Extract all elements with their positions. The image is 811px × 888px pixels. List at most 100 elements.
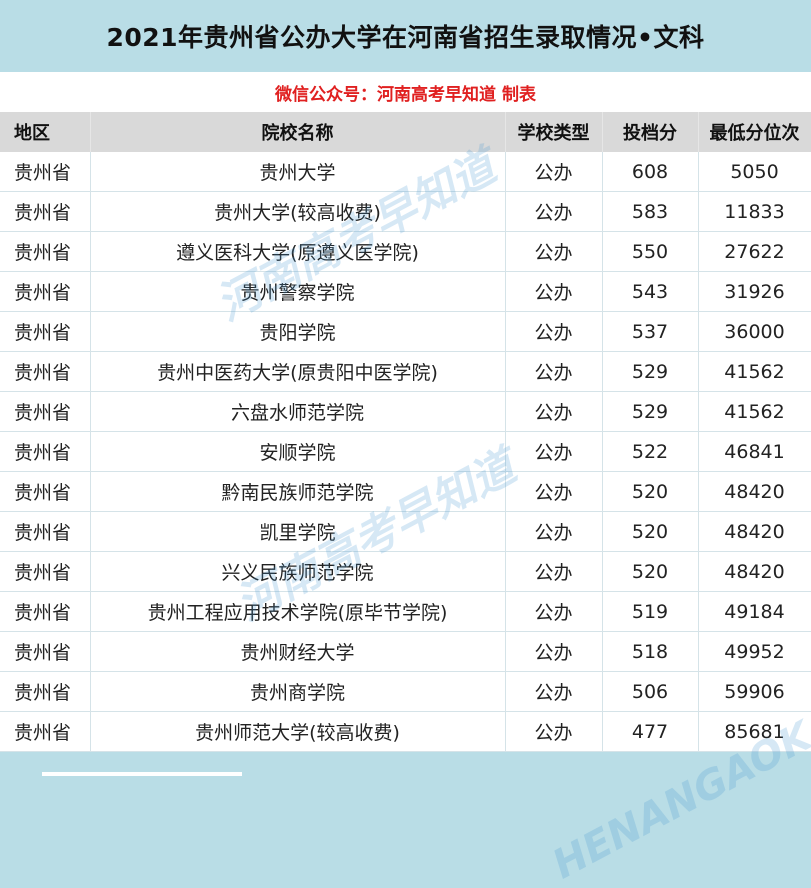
- cell-region: 贵州省: [0, 311, 91, 352]
- cell-school-type: 公办: [505, 631, 603, 672]
- cell-region: 贵州省: [0, 351, 91, 392]
- cell-school-name: 贵州大学(较高收费): [90, 191, 506, 232]
- cell-school-type: 公办: [505, 351, 603, 392]
- cell-min-rank: 49952: [698, 631, 811, 672]
- cell-school-name: 贵州师范大学(较高收费): [90, 711, 506, 752]
- cell-score: 550: [602, 231, 699, 272]
- table-header-row: 地区 院校名称 学校类型 投档分 最低分位次: [0, 112, 811, 152]
- cell-min-rank: 36000: [698, 311, 811, 352]
- source-credit: 微信公众号：河南高考早知道 制表: [275, 84, 536, 105]
- cell-school-name: 兴义民族师范学院: [90, 551, 506, 592]
- cell-school-name: 六盘水师范学院: [90, 391, 506, 432]
- table-row: 贵州省 贵州商学院 公办 506 59906: [0, 671, 811, 712]
- cell-score: 529: [602, 351, 699, 392]
- cell-region: 贵州省: [0, 591, 91, 632]
- table-row: 贵州省 凯里学院 公办 520 48420: [0, 511, 811, 552]
- cell-region: 贵州省: [0, 271, 91, 312]
- cell-region: 贵州省: [0, 152, 91, 192]
- cell-region: 贵州省: [0, 431, 91, 472]
- cell-school-name: 贵州大学: [90, 152, 506, 192]
- table-body: 贵州省 贵州大学 公办 608 5050 贵州省 贵州大学(较高收费) 公办 583 11833 贵…: [0, 152, 811, 752]
- cell-score: 477: [602, 711, 699, 752]
- subtitle-band: 微信公众号：河南高考早知道 制表: [0, 72, 811, 112]
- cell-school-name: 遵义医科大学(原遵义医学院): [90, 231, 506, 272]
- cell-min-rank: 31926: [698, 271, 811, 312]
- cell-score: 537: [602, 311, 699, 352]
- cell-school-name: 黔南民族师范学院: [90, 471, 506, 512]
- table-row: 贵州省 安顺学院 公办 522 46841: [0, 431, 811, 472]
- table-row: 贵州省 贵阳学院 公办 537 36000: [0, 311, 811, 352]
- cell-score: 519: [602, 591, 699, 632]
- column-header-rank: 最低分位次: [698, 112, 811, 152]
- column-header-school: 院校名称: [90, 112, 506, 152]
- cell-school-type: 公办: [505, 511, 603, 552]
- table-row: 贵州省 贵州中医药大学(原贵阳中医学院) 公办 529 41562: [0, 351, 811, 392]
- cell-school-type: 公办: [505, 311, 603, 352]
- cell-region: 贵州省: [0, 551, 91, 592]
- cell-score: 529: [602, 391, 699, 432]
- cell-score: 506: [602, 671, 699, 712]
- cell-min-rank: 59906: [698, 671, 811, 712]
- table-row: 贵州省 六盘水师范学院 公办 529 41562: [0, 391, 811, 432]
- cell-school-type: 公办: [505, 231, 603, 272]
- cell-school-type: 公办: [505, 271, 603, 312]
- title-band: 2021年贵州省公办大学在河南省招生录取情况•文科: [0, 0, 811, 72]
- column-header-score: 投档分: [602, 112, 699, 152]
- cell-score: 520: [602, 471, 699, 512]
- cell-school-name: 安顺学院: [90, 431, 506, 472]
- cell-school-type: 公办: [505, 551, 603, 592]
- cell-min-rank: 46841: [698, 431, 811, 472]
- admission-table: 地区 院校名称 学校类型 投档分 最低分位次 贵州省 贵州大学 公办 608 5050 贵…: [0, 112, 811, 752]
- cell-min-rank: 27622: [698, 231, 811, 272]
- column-header-type: 学校类型: [505, 112, 603, 152]
- cell-region: 贵州省: [0, 191, 91, 232]
- cell-score: 520: [602, 551, 699, 592]
- cell-min-rank: 48420: [698, 551, 811, 592]
- cell-school-type: 公办: [505, 391, 603, 432]
- cell-school-type: 公办: [505, 471, 603, 512]
- table-row: 贵州省 贵州财经大学 公办 518 49952: [0, 631, 811, 672]
- cell-school-type: 公办: [505, 591, 603, 632]
- cell-region: 贵州省: [0, 391, 91, 432]
- cell-school-name: 贵州警察学院: [90, 271, 506, 312]
- cell-score: 518: [602, 631, 699, 672]
- table-row: 贵州省 遵义医科大学(原遵义医学院) 公办 550 27622: [0, 231, 811, 272]
- cell-school-type: 公办: [505, 431, 603, 472]
- table-row: 贵州省 贵州工程应用技术学院(原毕节学院) 公办 519 49184: [0, 591, 811, 632]
- cell-score: 522: [602, 431, 699, 472]
- bottom-white-box: [42, 772, 242, 776]
- cell-min-rank: 49184: [698, 591, 811, 632]
- table-row: 贵州省 贵州大学 公办 608 5050: [0, 152, 811, 192]
- cell-school-name: 凯里学院: [90, 511, 506, 552]
- cell-school-name: 贵州中医药大学(原贵阳中医学院): [90, 351, 506, 392]
- cell-school-type: 公办: [505, 191, 603, 232]
- page-title: 2021年贵州省公办大学在河南省招生录取情况•文科: [106, 23, 705, 52]
- cell-school-name: 贵阳学院: [90, 311, 506, 352]
- cell-region: 贵州省: [0, 511, 91, 552]
- cell-min-rank: 41562: [698, 351, 811, 392]
- table-row: 贵州省 黔南民族师范学院 公办 520 48420: [0, 471, 811, 512]
- cell-region: 贵州省: [0, 231, 91, 272]
- table-row: 贵州省 贵州师范大学(较高收费) 公办 477 85681: [0, 711, 811, 752]
- cell-school-type: 公办: [505, 152, 603, 192]
- cell-min-rank: 11833: [698, 191, 811, 232]
- table-row: 贵州省 贵州警察学院 公办 543 31926: [0, 271, 811, 312]
- cell-school-name: 贵州商学院: [90, 671, 506, 712]
- cell-min-rank: 41562: [698, 391, 811, 432]
- cell-min-rank: 48420: [698, 511, 811, 552]
- cell-score: 520: [602, 511, 699, 552]
- column-header-region: 地区: [0, 112, 91, 152]
- cell-min-rank: 5050: [698, 152, 811, 192]
- cell-region: 贵州省: [0, 631, 91, 672]
- table-row: 贵州省 贵州大学(较高收费) 公办 583 11833: [0, 191, 811, 232]
- cell-school-type: 公办: [505, 671, 603, 712]
- cell-min-rank: 85681: [698, 711, 811, 752]
- cell-school-name: 贵州工程应用技术学院(原毕节学院): [90, 591, 506, 632]
- cell-school-type: 公办: [505, 711, 603, 752]
- cell-min-rank: 48420: [698, 471, 811, 512]
- cell-score: 583: [602, 191, 699, 232]
- cell-school-name: 贵州财经大学: [90, 631, 506, 672]
- table-row: 贵州省 兴义民族师范学院 公办 520 48420: [0, 551, 811, 592]
- cell-score: 608: [602, 152, 699, 192]
- cell-score: 543: [602, 271, 699, 312]
